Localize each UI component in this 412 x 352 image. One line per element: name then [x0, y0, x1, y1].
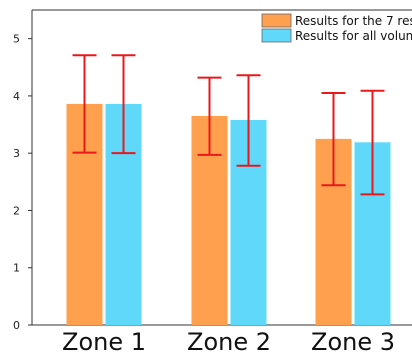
legend-swatch: [262, 29, 291, 42]
y-tick-label: 3: [13, 147, 20, 160]
category-labels: Zone 1 Zone 2 Zone 3: [62, 328, 395, 352]
y-tick-label: 1: [13, 262, 20, 275]
chart-bars: [67, 104, 391, 325]
category-label: Zone 2: [187, 328, 271, 352]
y-tick-label: 2: [13, 204, 20, 217]
legend-swatch: [262, 14, 291, 27]
category-label: Zone 1: [62, 328, 146, 352]
y-tick-label: 5: [13, 33, 20, 46]
category-label: Zone 3: [311, 328, 395, 352]
chart-legend: Results for the 7 residentsResults for a…: [262, 14, 412, 43]
legend-label: Results for all volunteers: [295, 29, 412, 43]
y-tick-label: 4: [13, 90, 20, 103]
legend-label: Results for the 7 residents: [295, 14, 412, 28]
y-tick-label: 0: [13, 319, 20, 332]
